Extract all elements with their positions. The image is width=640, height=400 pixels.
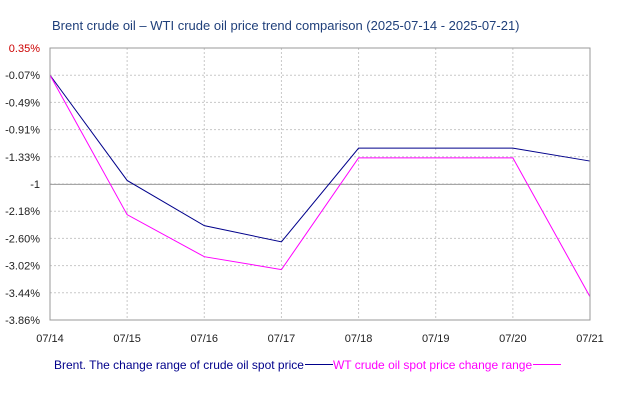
y-tick-label: 0.35% bbox=[9, 43, 40, 55]
y-tick-label: -1.33% bbox=[5, 152, 40, 164]
legend-swatch-brent bbox=[304, 364, 333, 366]
x-tick-label: 07/18 bbox=[345, 333, 373, 345]
series-lines bbox=[49, 74, 591, 297]
plot-frame bbox=[49, 47, 591, 321]
x-tick-labels: 07/14 07/15 07/16 07/17 07/18 07/19 07/20 07/21 bbox=[36, 333, 604, 345]
y-tick-labels: 0.35% -0.07% -0.49% -0.91% -1.33% -1 -2.18% -2.… bbox=[5, 43, 40, 327]
legend: Brent. The change range of crude oil spo… bbox=[54, 357, 562, 372]
grid bbox=[50, 48, 590, 320]
series-line-wti bbox=[49, 74, 591, 297]
legend-label-brent: Brent. The change range of crude oil spo… bbox=[54, 357, 304, 372]
y-tick-label: -2.60% bbox=[5, 233, 40, 245]
y-tick-label: -0.49% bbox=[5, 97, 40, 109]
y-tick-label: -0.91% bbox=[5, 125, 40, 137]
x-tick-label: 07/21 bbox=[576, 333, 604, 345]
x-tick-label: 07/15 bbox=[113, 333, 141, 345]
y-tick-label: -3.02% bbox=[5, 261, 40, 273]
legend-swatch-wti bbox=[533, 364, 562, 366]
x-tick-label: 07/16 bbox=[191, 333, 219, 345]
x-tick-label: 07/20 bbox=[499, 333, 527, 345]
y-tick-label: -3.44% bbox=[5, 288, 40, 300]
y-tick-label: -0.07% bbox=[5, 70, 40, 82]
series-line-brent bbox=[49, 74, 591, 243]
x-tick-label: 07/14 bbox=[36, 333, 64, 345]
y-tick-label: -1 bbox=[30, 179, 40, 191]
chart-title: Brent crude oil – WTI crude oil price tr… bbox=[52, 18, 520, 33]
legend-label-wti: WT crude oil spot price change range bbox=[332, 357, 533, 372]
y-tick-label: -3.86% bbox=[5, 315, 40, 327]
x-tick-label: 07/17 bbox=[268, 333, 296, 345]
y-tick-label: -2.18% bbox=[5, 206, 40, 218]
x-tick-label: 07/19 bbox=[422, 333, 450, 345]
